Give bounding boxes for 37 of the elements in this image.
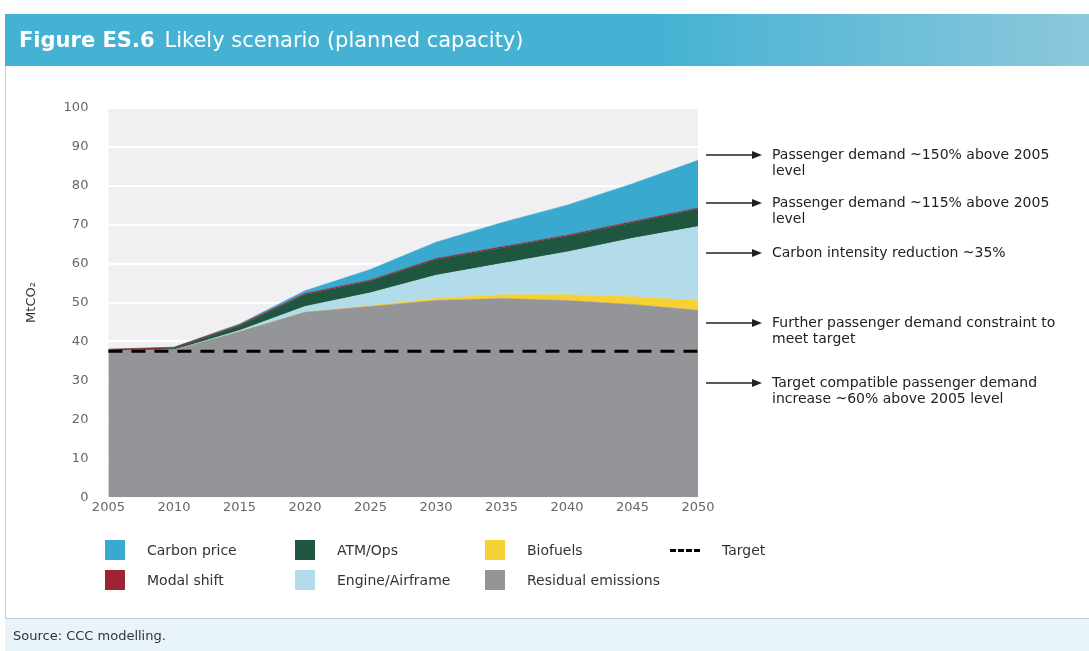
text: Passenger demand ~115% above 2005 level (772, 194, 1051, 226)
y-tick-label: 80 (71, 177, 89, 193)
y-tick-label: 20 (71, 410, 89, 426)
x-tick-label: 2025 (353, 499, 387, 515)
x-tick-label: 2050 (681, 499, 715, 515)
x-tick-label: 2005 (91, 499, 125, 515)
chart-title: Figure ES.6 (19, 28, 155, 52)
y-tick-label: 100 (63, 99, 89, 115)
x-tick-label: 2015 (222, 499, 256, 515)
y-tick-label: 50 (71, 293, 89, 309)
y-tick-label: 60 (71, 254, 89, 270)
legend-label: Modal shift (147, 572, 224, 588)
text: Carbon intensity reduction ~35% (772, 244, 1007, 260)
y-tick-label: 0 (80, 488, 89, 504)
legend-label: Residual emissions (527, 572, 660, 588)
x-tick-label: 2030 (419, 499, 453, 515)
legend-label: Engine/Airframe (337, 572, 451, 588)
x-tick-label: 2035 (484, 499, 519, 515)
y-tick-label: 40 (71, 332, 89, 348)
y-axis-title: MtCO₂ (23, 282, 39, 323)
legend-label: Biofuels (527, 542, 583, 558)
x-tick-label: 2045 (615, 499, 650, 515)
x-tick-label: 2010 (157, 499, 191, 515)
chart-subtitle: Likely scenario (planned capacity) (164, 28, 524, 52)
x-tick-label: 2040 (550, 499, 584, 515)
legend-label: Target (722, 542, 766, 558)
y-tick-label: 10 (71, 449, 89, 465)
y-tick-label: 30 (71, 371, 89, 387)
text: Further passenger demand constraint to meet target (772, 314, 1057, 346)
legend-label: ATM/Ops (337, 542, 399, 558)
text: Target compatible passenger demand increase ~60% above 2005 level (772, 374, 1039, 406)
legend-label: Carbon price (147, 542, 237, 558)
text: Passenger demand ~150% above 2005 level (772, 146, 1051, 178)
x-tick-label: 2020 (288, 499, 322, 515)
y-tick-label: 70 (71, 215, 89, 231)
y-tick-label: 90 (71, 138, 89, 154)
source-note: Source: CCC modelling. (5, 618, 1089, 651)
